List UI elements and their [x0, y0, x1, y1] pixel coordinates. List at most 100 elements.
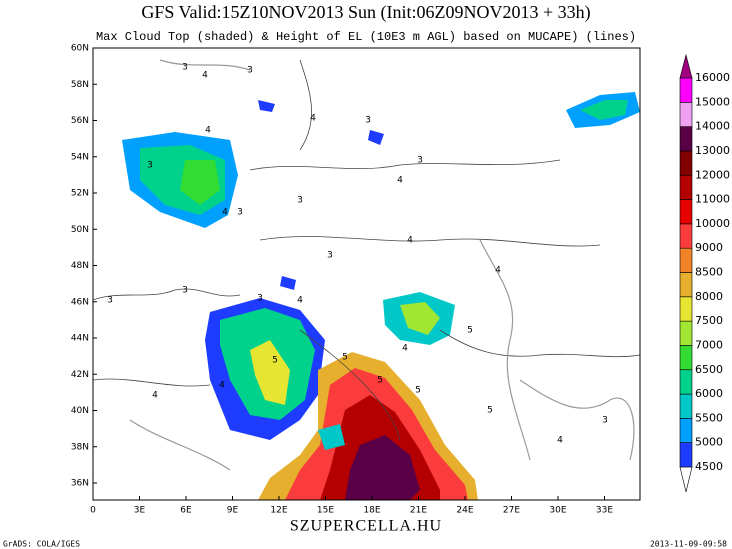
contour-label: 5	[415, 386, 421, 396]
contour-label: 3	[297, 196, 303, 206]
colorbar-box	[679, 174, 693, 200]
contour	[129, 419, 231, 471]
colorbar-box	[679, 199, 693, 225]
map-frame	[92, 47, 641, 501]
colorbar: 4500 5000 5500 6000 6500 7000 7500 8000 8500 9000…	[679, 53, 730, 493]
colorbar-box	[679, 418, 693, 443]
contour-label: 4	[222, 208, 228, 218]
coastline	[439, 329, 641, 358]
contour	[479, 239, 531, 461]
contour-label: 3	[602, 416, 608, 426]
coastline	[92, 378, 211, 387]
colorbar-label: 9000	[695, 241, 723, 254]
contour-label: 3	[182, 63, 188, 73]
contour-label: 3	[237, 208, 243, 218]
shade	[180, 160, 220, 205]
lat-label: 40N	[71, 406, 89, 416]
lon-label: 18E	[363, 506, 380, 516]
colorbar-box	[679, 150, 693, 176]
contour-label: 3	[417, 156, 423, 166]
lon-label: 3E	[134, 506, 146, 516]
coastline	[92, 288, 241, 301]
colorbar-label: 5000	[695, 436, 723, 449]
contour-label: 4	[495, 266, 501, 276]
colorbar-label: 8000	[695, 290, 723, 303]
coastline	[299, 59, 312, 151]
colorbar-label: 7000	[695, 338, 723, 351]
contour-label: 5	[272, 356, 278, 366]
contour-label: 3	[147, 161, 153, 171]
contour	[159, 59, 251, 71]
border	[259, 236, 601, 247]
contour-label: 3	[107, 296, 113, 306]
colorbar-box	[679, 247, 693, 273]
colorbar-label: 16000	[695, 71, 730, 84]
colorbar-label: 10000	[695, 217, 730, 230]
site-label: SZUPERCELLA.HU	[290, 518, 442, 535]
contour-label: 4	[407, 236, 413, 246]
lon-label: 24E	[456, 506, 473, 516]
lat-label: 50N	[71, 225, 89, 235]
lat-label: 46N	[71, 297, 89, 307]
shade	[580, 100, 628, 120]
colorbar-box	[679, 369, 693, 395]
lat-label: 44N	[71, 334, 89, 344]
colorbar-label: 12000	[695, 168, 730, 181]
geography	[92, 59, 641, 441]
contour-label: 3	[182, 286, 188, 296]
contour-label: 4	[557, 436, 563, 446]
subtitle: Max Cloud Top (shaded) & Height of EL (1…	[96, 30, 636, 44]
colorbar-box	[679, 126, 693, 152]
map-ticks: 60N 58N 56N 54N 52N 50N 48N 46N 44N 42N 40N 38N 36N 0…	[71, 44, 614, 516]
lat-label: 48N	[71, 261, 89, 271]
lon-label: 30E	[549, 506, 566, 516]
lon-label: 9E	[227, 506, 239, 516]
colorbar-box	[679, 320, 693, 346]
lat-label: 60N	[71, 44, 89, 54]
colorbar-box	[679, 345, 693, 371]
contour-label: 3	[247, 66, 253, 76]
shade	[258, 100, 275, 112]
contour-label: 4	[152, 391, 158, 401]
lon-label: 27E	[503, 506, 520, 516]
colorbar-label: 13000	[695, 144, 730, 157]
lat-label: 54N	[71, 152, 89, 162]
shade	[400, 302, 440, 335]
lat-label: 52N	[71, 189, 89, 199]
colorbar-label: 5500	[695, 411, 723, 424]
shade	[318, 424, 345, 450]
contour-label: 4	[310, 114, 316, 124]
colorbar-label: 4500	[695, 460, 723, 473]
colorbar-box	[679, 296, 693, 322]
contour-label: 5	[467, 326, 473, 336]
contour-label: 5	[342, 353, 348, 363]
shade	[345, 435, 420, 500]
colorbar-label: 6000	[695, 387, 723, 400]
colorbar-label: 15000	[695, 95, 730, 108]
colorbar-box	[679, 77, 693, 103]
lon-label: 12E	[270, 506, 287, 516]
contour-label: 4	[205, 126, 211, 136]
timestamp: 2013-11-09-09:58	[650, 540, 727, 549]
lat-label: 38N	[71, 442, 89, 452]
colorbar-box	[679, 102, 693, 127]
shade	[368, 130, 384, 145]
contour-label: 4	[397, 176, 403, 186]
lat-label: 56N	[71, 116, 89, 126]
lon-label: 15E	[317, 506, 334, 516]
contour-label: 4	[297, 296, 303, 306]
contour-label: 4	[402, 344, 408, 354]
shading	[122, 92, 640, 500]
contour-label: 4	[202, 71, 208, 81]
colorbar-cap	[679, 53, 693, 79]
contour-label: 4	[219, 381, 225, 391]
lon-label: 33E	[596, 506, 613, 516]
lon-label: 21E	[410, 506, 427, 516]
contours	[129, 59, 635, 471]
lat-label: 58N	[71, 80, 89, 90]
shade	[280, 276, 296, 290]
lon-label: 0	[90, 506, 96, 516]
